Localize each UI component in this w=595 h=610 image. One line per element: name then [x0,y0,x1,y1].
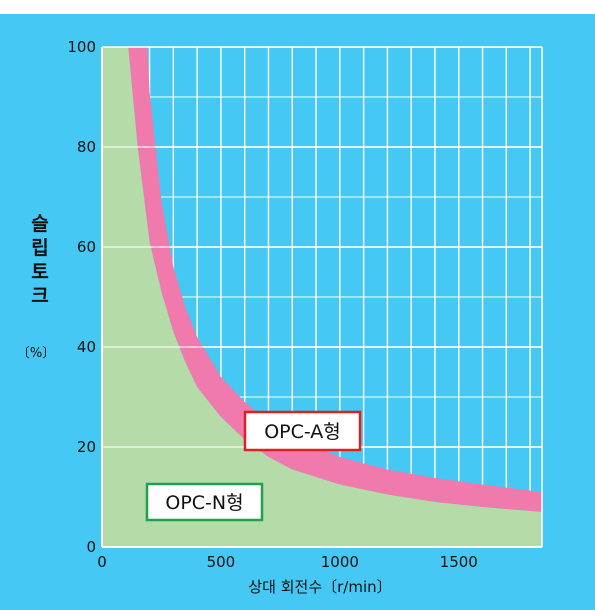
y-tick-label: 40 [77,338,96,356]
cropped-header-strip [0,0,595,14]
x-tick-label: 1500 [440,553,478,571]
legend-opc-n: OPC-N형 [145,482,264,522]
legend-opc-n-box [145,482,264,522]
y-tick-label: 100 [67,38,96,56]
x-tick-label: 500 [207,553,236,571]
legend-opc-a: OPC-A형 [243,410,362,452]
y-tick-label: 0 [86,538,96,556]
y-axis-label-char: 토 [31,261,48,283]
series-layer [102,47,542,547]
y-tick-label: 20 [77,438,96,456]
x-tick-label: 0 [97,553,107,571]
legend-opc-a-box [243,410,362,452]
legend-opc-n-label: OPC-N형 [165,492,243,514]
y-axis-unit: 〔%〕 [17,346,55,361]
x-axis-label: 상대 회전수〔r/min〕 [248,578,391,596]
legend-opc-a-label: OPC-A형 [264,421,341,443]
series-opc-n-area [102,47,542,547]
y-axis-label-char: 슬 [31,213,48,235]
y-axis-label-char: 립 [31,237,48,259]
y-tick-label: 80 [77,138,96,156]
x-tick-label: 1000 [321,553,359,571]
series-opc-a-band [128,47,542,512]
y-axis-label-char: 크 [31,285,48,307]
y-tick-label: 60 [77,238,96,256]
